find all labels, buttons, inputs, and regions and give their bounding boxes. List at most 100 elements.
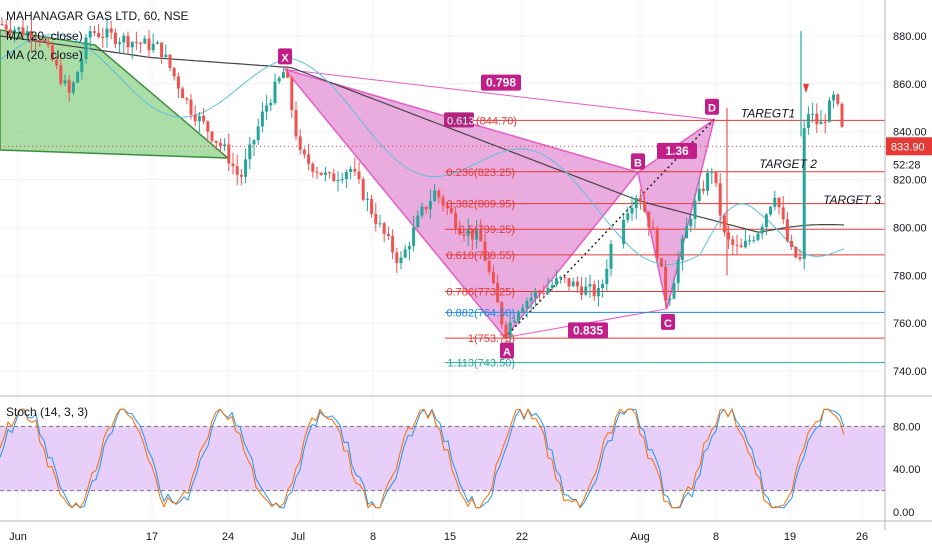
- candle-body: [139, 42, 143, 44]
- pattern-point-c: C: [664, 318, 672, 330]
- candle-body: [470, 229, 474, 240]
- fib-label-box: [444, 112, 474, 128]
- price-tick-label: 740.00: [893, 366, 927, 378]
- candle-body: [655, 228, 659, 259]
- candle-body: [21, 27, 25, 35]
- pattern-point-box: [705, 98, 719, 115]
- candle-body: [269, 103, 273, 106]
- candle-body: [13, 29, 17, 34]
- candle-body: [63, 80, 67, 84]
- candle-body: [248, 144, 252, 160]
- target-label: TARGET 2: [759, 157, 817, 171]
- candle-body: [76, 71, 80, 83]
- pattern-point-box: [661, 313, 675, 330]
- stoch-k-line: [0, 408, 845, 509]
- candle-body: [113, 32, 117, 45]
- candle-body: [584, 286, 588, 295]
- candle-body: [458, 228, 462, 235]
- fib-label: 0.882(764.50): [447, 307, 516, 319]
- candle-body: [529, 297, 533, 302]
- fib-label-price: (844.70): [476, 115, 517, 127]
- candle-body: [227, 144, 231, 164]
- candle-body: [491, 271, 495, 283]
- candle-body: [25, 31, 29, 35]
- countdown-value: 52:28: [893, 159, 921, 171]
- candle-body: [462, 234, 466, 236]
- time-tick-label: 24: [222, 531, 234, 543]
- candle-body: [214, 140, 218, 143]
- candle-body: [605, 268, 609, 285]
- candle-body: [559, 277, 563, 279]
- candle-body: [739, 245, 743, 248]
- candle-body: [412, 227, 416, 246]
- candle-body: [735, 244, 739, 246]
- candle-body: [718, 183, 722, 216]
- candle-body: [206, 121, 210, 132]
- fib-label: 0.236(823.25): [447, 167, 516, 179]
- time-tick-label: 8: [370, 531, 376, 543]
- candle-body: [479, 230, 483, 242]
- candle-body: [840, 103, 844, 127]
- candle-body: [743, 240, 747, 248]
- candle-body: [382, 223, 386, 234]
- fib-label: 0.5(799.25): [459, 224, 515, 236]
- candle-body: [685, 226, 689, 239]
- candle-body: [630, 208, 634, 214]
- candle-body: [697, 188, 701, 201]
- price-tick-label: 860.00: [893, 79, 927, 91]
- candle-body: [815, 113, 819, 125]
- candle-body: [634, 197, 638, 209]
- candle-body: [395, 252, 399, 263]
- candle-body: [134, 42, 138, 44]
- candle-body: [286, 72, 290, 78]
- candle-body: [202, 115, 206, 122]
- candle-body: [155, 42, 159, 44]
- candle-body: [84, 37, 88, 59]
- candle-body: [42, 40, 46, 42]
- candle-body: [794, 247, 798, 258]
- candle-body: [336, 180, 340, 182]
- candle-body: [235, 166, 239, 175]
- time-tick-label: 26: [856, 531, 868, 543]
- candle-body: [798, 257, 802, 259]
- candle-body: [664, 266, 668, 301]
- stoch-tick-label: 40.00: [893, 464, 921, 476]
- candle-body: [731, 239, 735, 245]
- fib-label: 1.113(743.50): [447, 358, 515, 370]
- stoch-tick-label: 0.00: [893, 507, 914, 519]
- candle-body: [538, 292, 542, 294]
- price-tick-label: 840.00: [893, 127, 927, 139]
- candle-body: [748, 240, 752, 242]
- candle-body: [722, 215, 726, 233]
- time-tick-label: 15: [444, 531, 456, 543]
- candle-body: [164, 54, 168, 58]
- candle-body: [563, 277, 567, 279]
- candle-body: [445, 205, 449, 209]
- candle-body: [17, 27, 21, 30]
- candle-body: [693, 200, 697, 220]
- candle-body: [46, 41, 50, 46]
- candle-body: [811, 113, 815, 115]
- candle-body: [353, 168, 357, 172]
- candle-body: [592, 284, 596, 297]
- candle-body: [97, 32, 101, 37]
- candle-body: [197, 115, 201, 122]
- candle-body: [298, 136, 302, 150]
- candle-body: [273, 81, 277, 104]
- candle-body: [823, 121, 827, 123]
- candle-body: [475, 230, 479, 240]
- stoch-d-line: [0, 407, 845, 509]
- candle-body: [752, 239, 756, 241]
- pattern-point-b: B: [634, 157, 642, 169]
- candle-body: [344, 171, 348, 180]
- time-tick-label: 22: [516, 531, 528, 543]
- fib-label: 0.786(773.25): [447, 286, 516, 298]
- candle-body: [34, 39, 38, 41]
- candle-body: [596, 288, 600, 297]
- candle-body: [67, 80, 71, 93]
- candle-body: [407, 245, 411, 250]
- price-tick-label: 780.00: [893, 270, 927, 282]
- candle-body: [659, 258, 663, 267]
- candle-body: [252, 140, 256, 145]
